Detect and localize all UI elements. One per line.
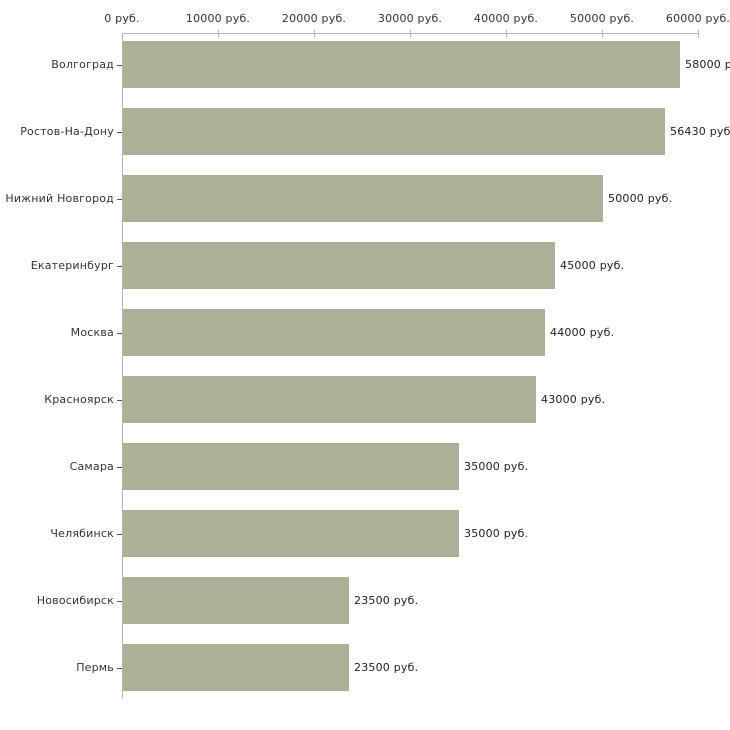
bar-value-label: 35000 руб. bbox=[464, 527, 529, 540]
x-axis-tick bbox=[122, 33, 123, 38]
bar-value-label: 35000 руб. bbox=[464, 460, 529, 473]
y-axis-category-label: Пермь bbox=[76, 661, 114, 674]
x-axis-tick bbox=[602, 30, 603, 37]
y-axis-category-label: Ростов-На-Дону bbox=[20, 125, 114, 138]
y-axis-tick bbox=[117, 266, 122, 267]
bar[interactable] bbox=[123, 242, 555, 289]
bar[interactable] bbox=[123, 309, 545, 356]
y-axis-category-label: Волгоград bbox=[51, 58, 114, 71]
bar-value-label: 23500 руб. bbox=[354, 661, 419, 674]
x-axis-tick bbox=[506, 30, 507, 37]
y-axis-tick bbox=[117, 400, 122, 401]
y-axis-category-label: Самара bbox=[69, 460, 114, 473]
bar[interactable] bbox=[123, 510, 459, 557]
x-axis-tick-label: 30000 руб. bbox=[377, 12, 443, 25]
bar[interactable] bbox=[123, 108, 665, 155]
x-axis-tick bbox=[218, 30, 219, 37]
bar[interactable] bbox=[123, 577, 349, 624]
y-axis-tick bbox=[117, 668, 122, 669]
bar-value-label: 58000 р bbox=[685, 58, 730, 71]
bar-value-label: 44000 руб. bbox=[550, 326, 615, 339]
y-axis-category-label: Нижний Новгород bbox=[5, 192, 114, 205]
y-axis-line bbox=[122, 33, 123, 699]
y-axis-category-label: Красноярск bbox=[44, 393, 114, 406]
x-axis-tick-label: 60000 руб. bbox=[665, 12, 730, 25]
bar[interactable] bbox=[123, 443, 459, 490]
bar-value-label: 23500 руб. bbox=[354, 594, 419, 607]
y-axis-category-label: Челябинск bbox=[50, 527, 114, 540]
x-axis-tick bbox=[410, 30, 411, 37]
y-axis-category-label: Москва bbox=[70, 326, 114, 339]
y-axis-tick bbox=[117, 333, 122, 334]
x-axis-tick bbox=[698, 30, 699, 37]
x-axis-tick-label: 10000 руб. bbox=[185, 12, 251, 25]
y-axis-tick bbox=[117, 65, 122, 66]
bar[interactable] bbox=[123, 376, 536, 423]
bar[interactable] bbox=[123, 644, 349, 691]
x-axis-tick-label: 40000 руб. bbox=[473, 12, 539, 25]
bar-value-label: 43000 руб. bbox=[541, 393, 606, 406]
x-axis-tick bbox=[314, 30, 315, 37]
y-axis-category-label: Екатеринбург bbox=[30, 259, 114, 272]
y-axis-tick bbox=[117, 534, 122, 535]
y-axis-category-label: Новосибирск bbox=[36, 594, 114, 607]
y-axis-tick bbox=[117, 199, 122, 200]
y-axis-tick bbox=[117, 467, 122, 468]
bar-value-label: 56430 руб. bbox=[670, 125, 730, 138]
x-axis-tick-label: 50000 руб. bbox=[569, 12, 635, 25]
x-axis-tick-label: 0 руб. bbox=[104, 12, 140, 25]
y-axis-tick bbox=[117, 132, 122, 133]
x-axis-tick-label: 20000 руб. bbox=[281, 12, 347, 25]
bar-value-label: 50000 руб. bbox=[608, 192, 673, 205]
bar[interactable] bbox=[123, 41, 680, 88]
bar-value-label: 45000 руб. bbox=[560, 259, 625, 272]
bar[interactable] bbox=[123, 175, 603, 222]
y-axis-tick bbox=[117, 601, 122, 602]
